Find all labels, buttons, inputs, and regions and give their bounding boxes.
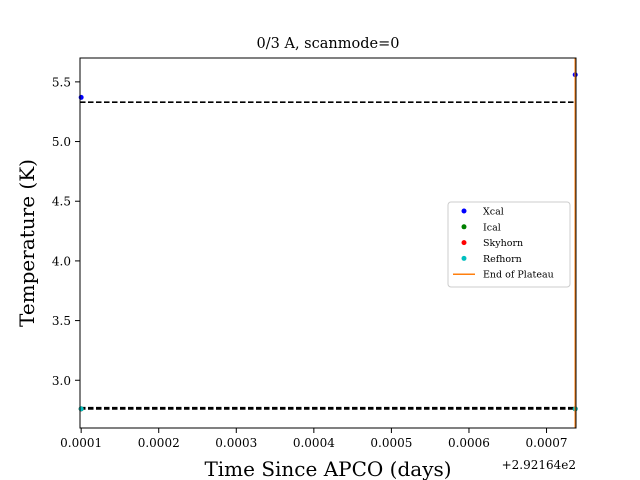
x-tick-label-3: 0.0004 — [293, 436, 335, 450]
x-tick-label-5: 0.0006 — [448, 436, 490, 450]
x-tick-label-0: 0.0001 — [60, 436, 102, 450]
point-refhorn-0 — [78, 406, 84, 412]
legend-label-end-of-plateau: End of Plateau — [483, 270, 554, 281]
y-tick-label-4: 5.0 — [52, 135, 71, 149]
legend-swatch-skyhorn — [461, 240, 467, 246]
legend: Xcal Ical Skyhorn Refhorn End of Plateau — [447, 201, 571, 288]
y-tick-label-0: 3.0 — [52, 374, 71, 388]
x-tick-label-1: 0.0002 — [138, 436, 180, 450]
ticks-layer: 0.0001 0.0002 0.0003 0.0004 0.0005 0.0006 0.00… — [52, 75, 568, 450]
legend-box — [447, 201, 571, 288]
legend-label-ical: Ical — [483, 222, 501, 233]
x-axis-label: Time Since APCO (days) — [204, 457, 451, 480]
x-axis-offset-label: +2.92164e2 — [502, 458, 576, 472]
chart-title: 0/3 A, scanmode=0 — [257, 36, 400, 52]
legend-label-xcal: Xcal — [483, 207, 504, 218]
y-tick-label-5: 5.5 — [52, 75, 71, 89]
legend-swatch-ical — [461, 224, 467, 230]
y-axis-label: Temperature (K) — [15, 159, 39, 327]
legend-label-skyhorn: Skyhorn — [483, 238, 523, 249]
legend-swatch-refhorn — [461, 255, 467, 261]
x-tick-label-6: 0.0007 — [526, 436, 568, 450]
legend-label-refhorn: Refhorn — [483, 254, 522, 265]
y-tick-label-2: 4.0 — [52, 254, 71, 268]
x-tick-label-4: 0.0005 — [370, 436, 412, 450]
y-tick-label-3: 4.5 — [52, 195, 71, 209]
plot-frame — [79, 57, 577, 429]
point-xcal-0 — [78, 94, 84, 100]
x-tick-label-2: 0.0003 — [215, 436, 257, 450]
y-tick-label-1: 3.5 — [52, 314, 71, 328]
legend-swatch-xcal — [461, 208, 467, 214]
